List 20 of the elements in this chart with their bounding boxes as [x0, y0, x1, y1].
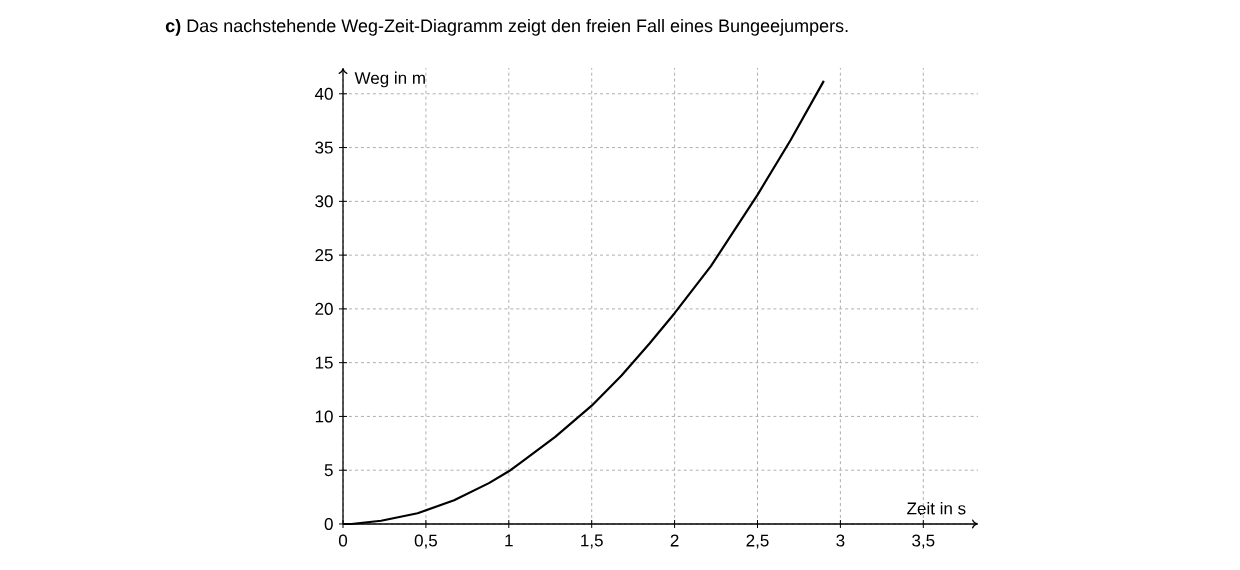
x-tick-label: 1,5 — [581, 534, 603, 549]
y-tick-label: 0 — [324, 517, 333, 531]
y-tick-label: 35 — [315, 141, 333, 154]
x-tick-label: 3,5 — [912, 534, 935, 549]
x-tick-label: 1 — [505, 534, 513, 547]
chart-title: c) Das nachstehende Weg-Zeit-Diagramm zeigt den freien Fall eines Bungeejumpers. — [165, 18, 848, 36]
y-tick-label: 40 — [314, 87, 333, 100]
x-tick-label: 3 — [836, 534, 845, 547]
x-tick-label: 2 — [670, 534, 679, 547]
x-axis-title: Zeit in s — [907, 501, 966, 515]
y-tick-label: 30 — [315, 195, 333, 208]
y-tick-label: 25 — [315, 249, 333, 262]
x-tick-label: 0,5 — [414, 534, 438, 549]
y-tick-label: 20 — [315, 302, 333, 315]
y-axis-title: Weg in m — [354, 71, 425, 88]
x-tick-label: 0 — [338, 534, 348, 547]
y-tick-label: 15 — [315, 356, 333, 369]
y-tick-label: 5 — [324, 464, 333, 477]
x-tick-label: 2,5 — [746, 534, 769, 549]
y-tick-label: 10 — [315, 410, 333, 423]
